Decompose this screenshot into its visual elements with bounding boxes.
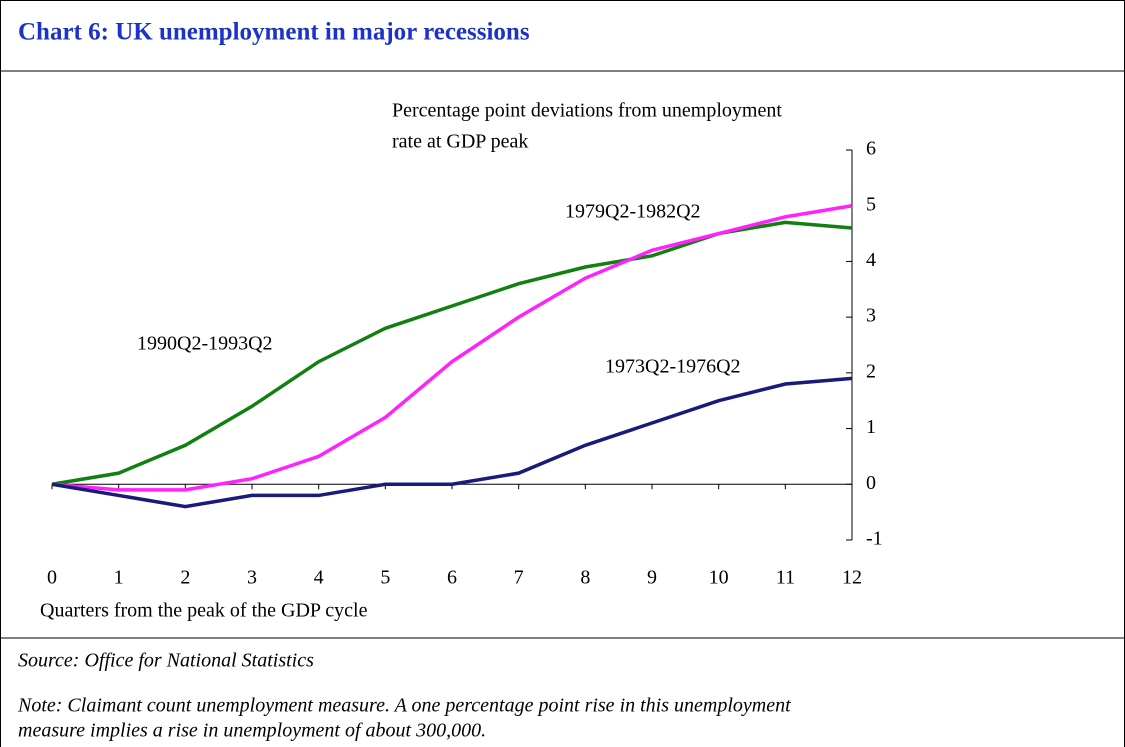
chart-title: Chart 6: UK unemployment in major recess… bbox=[18, 19, 530, 46]
x-tick-label: 4 bbox=[314, 567, 324, 589]
y-tick-label: 4 bbox=[866, 249, 876, 271]
x-tick-label: 9 bbox=[647, 567, 657, 589]
x-tick-label: 2 bbox=[180, 567, 190, 589]
y-axis-label: rate at GDP peak bbox=[392, 131, 528, 153]
y-tick-label: 0 bbox=[866, 472, 876, 494]
series-label: 1979Q2-1982Q2 bbox=[565, 201, 701, 223]
y-tick-label: 1 bbox=[866, 416, 876, 438]
note: Note: Claimant count unemployment measur… bbox=[17, 695, 791, 717]
y-tick-label: 6 bbox=[866, 138, 876, 160]
x-tick-label: 3 bbox=[247, 567, 257, 589]
source: Source: Office for National Statistics bbox=[18, 650, 314, 672]
x-tick-label: 0 bbox=[47, 567, 57, 589]
y-tick-label: 2 bbox=[866, 360, 876, 382]
x-axis-label: Quarters from the peak of the GDP cycle bbox=[40, 600, 368, 622]
y-tick-label: -1 bbox=[866, 528, 883, 550]
series-label: 1990Q2-1993Q2 bbox=[137, 333, 273, 355]
line-series bbox=[51, 376, 853, 509]
x-tick-label: 11 bbox=[776, 567, 795, 589]
x-tick-label: 5 bbox=[380, 567, 390, 589]
x-tick-label: 10 bbox=[709, 567, 729, 589]
x-tick-label: 1 bbox=[114, 567, 124, 589]
y-tick-label: 3 bbox=[866, 305, 876, 327]
x-tick-label: 6 bbox=[447, 567, 457, 589]
y-axis-label: Percentage point deviations from unemplo… bbox=[392, 100, 782, 122]
y-tick-label: 5 bbox=[866, 193, 876, 215]
x-tick-label: 12 bbox=[842, 567, 862, 589]
x-tick-label: 8 bbox=[580, 567, 590, 589]
series-label: 1973Q2-1976Q2 bbox=[605, 356, 741, 378]
line-series bbox=[51, 203, 853, 492]
x-tick-label: 7 bbox=[514, 567, 524, 589]
note: measure implies a rise in unemployment o… bbox=[18, 720, 486, 742]
